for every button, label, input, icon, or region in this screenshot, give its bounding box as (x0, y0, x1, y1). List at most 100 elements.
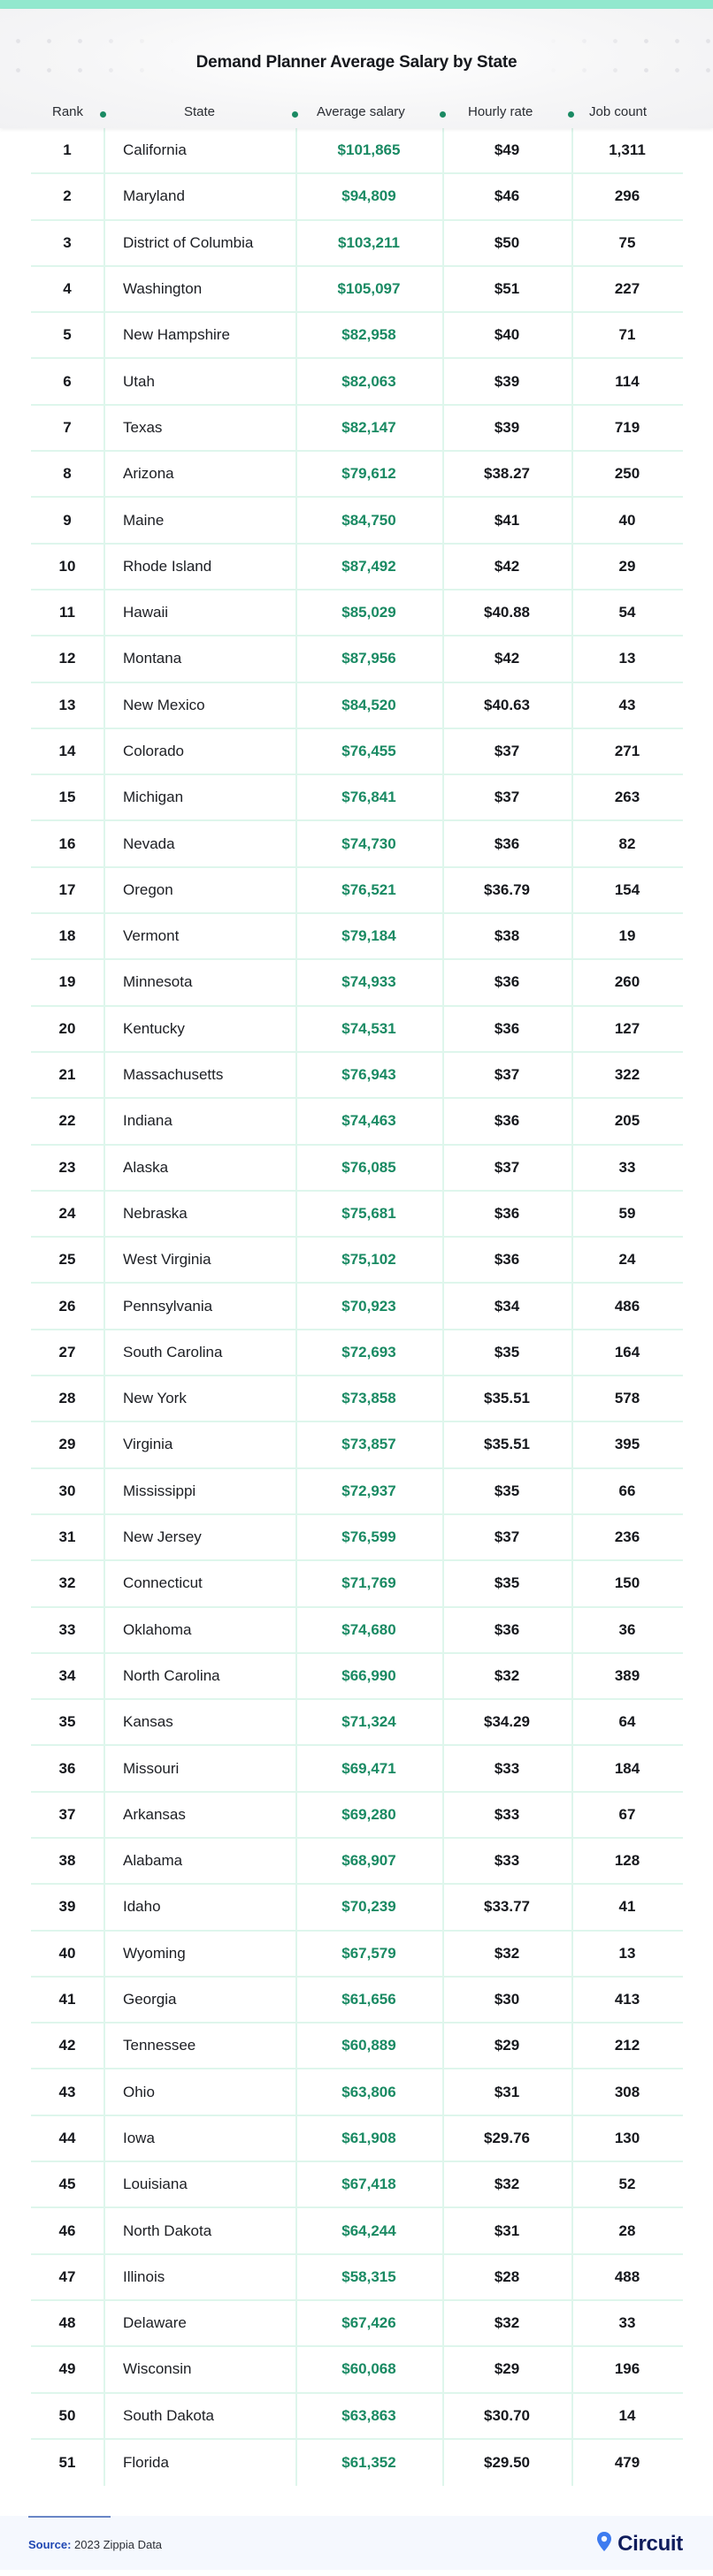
job-count-cell: 389 (614, 1666, 640, 1684)
average-salary-cell: $76,841 (341, 789, 396, 806)
state-cell: Louisiana (123, 2176, 188, 2193)
job-count-cell: 24 (618, 1251, 636, 1269)
hourly-rate-cell: $36 (494, 1251, 520, 1269)
column-divider (295, 128, 297, 2487)
table-row: 48 Delaware $67,426 $32 33 (31, 2301, 683, 2348)
job-count-cell: 488 (614, 2267, 640, 2285)
state-cell: Montana (123, 650, 182, 667)
hourly-rate-cell: $37 (494, 1528, 520, 1546)
hourly-rate-cell: $33 (494, 1805, 520, 1823)
average-salary-cell: $79,612 (341, 465, 396, 483)
table-row: 50 South Dakota $63,863 $30.70 14 (31, 2394, 683, 2440)
job-count-cell: 71 (618, 326, 636, 344)
job-count-cell: 54 (618, 604, 636, 621)
hourly-rate-cell: $36 (494, 1112, 520, 1130)
hourly-rate-cell: $34 (494, 1297, 520, 1315)
state-cell: Massachusetts (123, 1066, 224, 1084)
column-divider (104, 128, 105, 2487)
hourly-rate-cell: $29.50 (484, 2453, 530, 2471)
hourly-rate-cell: $36 (494, 1204, 520, 1222)
rank-cell: 42 (58, 2037, 76, 2054)
state-cell: Arizona (123, 465, 174, 483)
job-count-cell: 82 (618, 835, 636, 852)
job-count-cell: 260 (614, 973, 640, 991)
hourly-rate-cell: $37 (494, 789, 520, 806)
hourly-rate-cell: $30 (494, 1991, 520, 2008)
footer: Source: 2023 Zippia Data Circuit (0, 2516, 713, 2571)
hourly-rate-cell: $35 (494, 1482, 520, 1499)
average-salary-cell: $61,656 (341, 1991, 396, 2008)
column-header-job-count: Job count (589, 104, 648, 119)
table-row: 24 Nebraska $75,681 $36 59 (31, 1192, 683, 1238)
hourly-rate-cell: $29.76 (484, 2129, 530, 2146)
state-cell: District of Columbia (123, 233, 254, 251)
job-count-cell: 263 (614, 789, 640, 806)
hourly-rate-cell: $31 (494, 2083, 520, 2100)
table-row: 9 Maine $84,750 $41 40 (31, 498, 683, 545)
job-count-cell: 486 (614, 1297, 640, 1315)
hourly-rate-cell: $36 (494, 973, 520, 991)
average-salary-cell: $60,068 (341, 2360, 396, 2378)
state-cell: Michigan (123, 789, 184, 806)
table-row: 44 Iowa $61,908 $29.76 130 (31, 2116, 683, 2163)
rank-cell: 35 (58, 1713, 76, 1731)
table-row: 31 New Jersey $76,599 $37 236 (31, 1515, 683, 1562)
job-count-cell: 28 (618, 2222, 636, 2239)
column-header-rank: Rank (52, 104, 84, 119)
rank-cell: 47 (58, 2267, 76, 2285)
rank-cell: 32 (58, 1574, 76, 1592)
rank-cell: 22 (58, 1112, 76, 1130)
table-row: 39 Idaho $70,239 $33.77 41 (31, 1885, 683, 1932)
average-salary-cell: $67,418 (341, 2176, 396, 2193)
rank-cell: 51 (58, 2453, 76, 2471)
state-cell: Idaho (123, 1898, 161, 1916)
map-pin-icon (596, 2531, 612, 2557)
state-cell: Kansas (123, 1713, 173, 1731)
job-count-cell: 184 (614, 1759, 640, 1777)
hourly-rate-cell: $42 (494, 650, 520, 667)
average-salary-cell: $94,809 (341, 187, 396, 205)
job-count-cell: 127 (614, 1019, 640, 1037)
hourly-rate-cell: $29 (494, 2037, 520, 2054)
table-row: 28 New York $73,858 $35.51 578 (31, 1376, 683, 1423)
rank-cell: 39 (58, 1898, 76, 1916)
average-salary-cell: $67,579 (341, 1944, 396, 1962)
rank-cell: 40 (58, 1944, 76, 1962)
average-salary-cell: $84,520 (341, 696, 396, 713)
hourly-rate-cell: $28 (494, 2267, 520, 2285)
hourly-rate-cell: $41 (494, 511, 520, 529)
state-cell: Minnesota (123, 973, 193, 991)
hourly-rate-cell: $33 (494, 1759, 520, 1777)
average-salary-cell: $69,471 (341, 1759, 396, 1777)
job-count-cell: 52 (618, 2176, 636, 2193)
table-row: 4 Washington $105,097 $51 227 (31, 267, 683, 314)
rank-cell: 8 (63, 465, 72, 483)
average-salary-cell: $74,531 (341, 1019, 396, 1037)
average-salary-cell: $105,097 (337, 280, 401, 298)
job-count-cell: 395 (614, 1436, 640, 1453)
rank-cell: 30 (58, 1482, 76, 1499)
job-count-cell: 36 (618, 1620, 636, 1638)
state-cell: New York (123, 1390, 187, 1407)
rank-cell: 23 (58, 1158, 76, 1176)
hourly-rate-cell: $35.51 (484, 1436, 530, 1453)
column-divider (571, 128, 573, 2487)
table-row: 49 Wisconsin $60,068 $29 196 (31, 2347, 683, 2394)
table-row: 32 Connecticut $71,769 $35 150 (31, 1561, 683, 1608)
table-row: 41 Georgia $61,656 $30 413 (31, 1978, 683, 2024)
table-row: 37 Arkansas $69,280 $33 67 (31, 1793, 683, 1839)
state-cell: Ohio (123, 2083, 155, 2100)
state-cell: Vermont (123, 927, 180, 945)
state-cell: Tennessee (123, 2037, 196, 2054)
job-count-cell: 43 (618, 696, 636, 713)
state-cell: Maryland (123, 187, 185, 205)
rank-cell: 15 (58, 789, 76, 806)
table-row: 16 Nevada $74,730 $36 82 (31, 821, 683, 868)
hourly-rate-cell: $35.51 (484, 1390, 530, 1407)
average-salary-cell: $82,958 (341, 326, 396, 344)
rank-cell: 2 (63, 187, 72, 205)
average-salary-cell: $82,147 (341, 418, 396, 436)
average-salary-cell: $73,857 (341, 1436, 396, 1453)
job-count-cell: 479 (614, 2453, 640, 2471)
hourly-rate-cell: $35 (494, 1343, 520, 1360)
